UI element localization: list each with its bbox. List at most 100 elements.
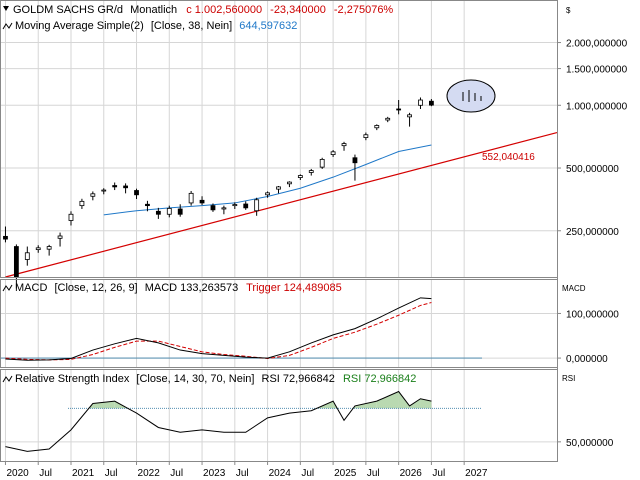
candle <box>188 190 194 206</box>
candle <box>352 154 358 181</box>
candle <box>123 183 128 194</box>
grid <box>0 0 557 461</box>
rsi-overbought-fill <box>88 391 432 409</box>
macd-legend-params: [Close, 12, 26, 9] <box>54 282 137 294</box>
time-tick-label: Jul <box>39 468 52 479</box>
line-icon <box>2 22 13 30</box>
rsi-legend-value: RSI 72,966842 <box>262 373 335 385</box>
candle <box>330 150 336 157</box>
rsi-axis: 50,000000 <box>557 438 614 449</box>
line-icon <box>2 375 13 383</box>
svg-text:Moving Average Simple(2): Moving Average Simple(2) [Close, 38, Nei… <box>15 20 297 32</box>
candle <box>145 200 150 212</box>
trendline-value-label: 552,040416 <box>482 152 535 163</box>
candle <box>79 198 85 209</box>
collapse-triangle-icon[interactable] <box>3 6 9 11</box>
candle <box>319 157 325 169</box>
rsi-pane[interactable] <box>5 390 482 452</box>
macd-legend: MACD [Close, 12, 26, 9] MACD 133,263573 … <box>2 282 342 294</box>
time-tick-label: Jul <box>432 468 445 479</box>
macd-tick-label: 0,000000 <box>566 354 608 365</box>
macd-legend-name: MACD <box>15 282 47 294</box>
time-tick-label: 2027 <box>465 468 488 479</box>
candle <box>46 244 52 256</box>
price-legend-change: -23,340000 <box>270 4 326 16</box>
price-legend-period: Monatlich <box>130 4 177 16</box>
time-tick-label: Jul <box>301 468 314 479</box>
rsi-legend-signal: RSI 72,966842 <box>343 373 416 385</box>
price-pane[interactable]: 552,040416 <box>3 79 558 289</box>
time-tick-label: Jul <box>105 468 118 479</box>
candle <box>385 116 391 123</box>
price-tick-label: 2.000,000000 <box>566 39 628 50</box>
candle <box>101 188 107 195</box>
candle <box>3 226 8 243</box>
time-tick-label: Jul <box>367 468 380 479</box>
candle <box>308 168 314 176</box>
ma-legend: Moving Average Simple(2) [Close, 38, Nei… <box>2 20 297 32</box>
candle <box>90 191 96 201</box>
rsi-fill-segment <box>409 398 421 409</box>
time-tick-label: Jul <box>170 468 183 479</box>
macd-pane[interactable] <box>0 297 482 361</box>
rsi-legend-name: Relative Strength Index <box>15 373 130 385</box>
candle <box>374 124 380 131</box>
time-tick-label: 2020 <box>6 468 29 479</box>
rsi-legend: Relative Strength Index [Close, 14, 30, … <box>2 373 416 385</box>
rsi-fill-segment <box>354 401 377 409</box>
candle <box>112 182 118 191</box>
candle <box>363 132 369 141</box>
candle <box>396 100 402 115</box>
ma-legend-name: Moving Average Simple(2) <box>15 20 144 32</box>
svg-text:MACD [Close, 12, 26, 9]: MACD [Close, 12, 26, 9] MACD 133,263573 … <box>15 282 342 294</box>
macd-legend-trigger: Trigger 124,489085 <box>246 282 342 294</box>
time-tick-label: 2022 <box>138 468 161 479</box>
ma-legend-params: [Close, 38, Nein] <box>151 20 232 32</box>
candle <box>166 205 172 218</box>
candle <box>243 201 249 210</box>
candle <box>287 181 292 188</box>
candle <box>418 97 423 109</box>
candle <box>199 196 205 206</box>
price-legend: GOLDM SACHS GR/d Monatlich c 1.002,56000… <box>3 4 393 16</box>
candle <box>210 203 216 212</box>
candle <box>177 204 183 217</box>
time-tick-label: 2025 <box>334 468 357 479</box>
macd-tick-label: 100,000000 <box>566 309 619 320</box>
highlight-ellipse <box>446 79 496 113</box>
time-tick-label: 2021 <box>72 468 95 479</box>
candle <box>68 211 74 226</box>
time-tick-label: 2024 <box>269 468 292 479</box>
candle <box>232 202 238 209</box>
price-axis-unit: $ <box>566 6 571 15</box>
rsi-tick-label: 50,000000 <box>566 438 614 449</box>
price-tick-label: 1.000,000000 <box>566 101 628 112</box>
rsi-fill-segment <box>420 398 432 409</box>
candle <box>341 141 347 151</box>
time-axis: 2020 Jul 2021 Jul 2022 Jul 2023 Jul 2024 Jul 2025 J… <box>4 461 488 479</box>
candle <box>265 191 270 198</box>
price-legend-name: GOLDM SACHS GR/d <box>13 4 123 16</box>
candle <box>407 112 412 127</box>
macd-axis-title: MACD <box>562 284 586 293</box>
candle <box>276 185 281 194</box>
ellipse-marks <box>462 90 482 102</box>
price-tick-label: 500,000000 <box>566 164 619 175</box>
svg-text:GOLDM SACHS GR/d Monatli: GOLDM SACHS GR/d Monatlich c 1.002,56000… <box>13 4 393 16</box>
candle <box>221 205 227 215</box>
candle <box>429 99 434 107</box>
rsi-line <box>5 390 432 452</box>
price-legend-change-pct: -2,275076% <box>334 4 394 16</box>
candle <box>297 174 303 181</box>
ma-legend-value: 644,597632 <box>239 20 297 32</box>
macd-line <box>5 297 432 361</box>
macd-axis: 100,000000 0,000000 <box>557 309 619 365</box>
candle <box>57 232 63 247</box>
rsi-legend-params: [Close, 14, 30, 70, Nein] <box>136 373 254 385</box>
line-icon <box>2 284 13 292</box>
candlestick-series <box>3 97 434 289</box>
rsi-fill-segment <box>376 391 399 409</box>
candle <box>254 197 260 216</box>
price-tick-label: 250,000000 <box>566 227 619 238</box>
